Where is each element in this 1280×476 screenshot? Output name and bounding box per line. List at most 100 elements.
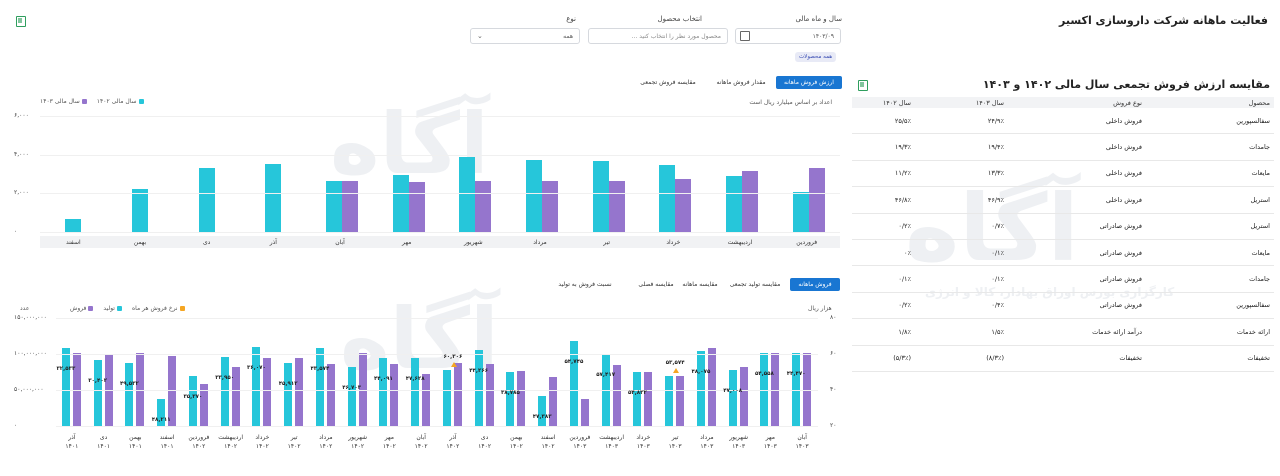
table-cell: ۱/۵٪ bbox=[915, 318, 1008, 346]
x-tick-label: اردیبهشت ۱۴۰۲ bbox=[218, 434, 243, 450]
bar-production bbox=[315, 348, 324, 426]
tab-cumulative-production[interactable]: مقایسه تولید تجمعی bbox=[729, 281, 781, 288]
bar-sales bbox=[549, 377, 558, 426]
bar-sales bbox=[707, 348, 716, 426]
tab-seasonal-comparison[interactable]: مقایسه فصلی bbox=[638, 281, 674, 288]
calendar-icon[interactable] bbox=[740, 31, 750, 41]
tab-cumulative-sales-comparison[interactable]: مقایسه فروش تجمعی bbox=[640, 79, 696, 86]
bar-data-label: ۴۴,۲۶۶ bbox=[469, 368, 489, 375]
sales-comparison-table: محصول نوع فروش سال ۱۴۰۳ سال ۱۴۰۲ سفالسپو… bbox=[852, 97, 1274, 372]
table-cell: استریل bbox=[1146, 213, 1274, 240]
gridline bbox=[40, 154, 840, 156]
table-row: ارائه خدمات درآمد ارائه خدمات ۱/۵٪ ۱/۸٪ bbox=[852, 318, 1274, 346]
col-header: سال ۱۴۰۳ bbox=[915, 97, 1008, 108]
x-tick-label: بهمن bbox=[133, 239, 147, 246]
x-tick-label: تیر ۱۴۰۲ bbox=[287, 434, 301, 450]
legend-item-production: تولید bbox=[103, 305, 122, 312]
tab-monthly-sales[interactable]: فروش ماهانه bbox=[790, 278, 840, 291]
y-tick-label-left: ۱۰۰,۰۰۰,۰۰۰ bbox=[14, 350, 47, 357]
table-cell: ۱/۸٪ bbox=[852, 318, 915, 346]
bar-sales bbox=[72, 352, 81, 426]
right-axis-unit: هزار ریال bbox=[808, 305, 832, 312]
gridline bbox=[56, 390, 818, 391]
table-cell: ۰/۲٪ bbox=[852, 213, 915, 240]
bar-sales bbox=[136, 352, 145, 426]
x-tick-label: فروردین bbox=[796, 239, 818, 246]
x-tick-label: آذر ۱۴۰۲ bbox=[446, 434, 460, 450]
tab-monthly-comparison[interactable]: مقایسه ماهانه bbox=[682, 281, 718, 288]
bar-1402 bbox=[526, 159, 542, 232]
table-cell: جامدات bbox=[1146, 265, 1274, 293]
table-title: مقایسه ارزش فروش تجمعی سال مالی ۱۴۰۲ و ۱… bbox=[982, 78, 1270, 91]
tab-sales-to-production-ratio[interactable]: نسبت فروش به تولید bbox=[558, 281, 612, 288]
x-tick-label: مرداد bbox=[533, 239, 547, 246]
table-header-row: محصول نوع فروش سال ۱۴۰۳ سال ۱۴۰۲ bbox=[852, 97, 1274, 108]
top-chart-legend: سال مالی ۱۴۰۲ سال مالی ۱۴۰۳ bbox=[40, 98, 144, 105]
product-select[interactable]: محصول مورد نظر را انتخاب کنید ... bbox=[588, 28, 728, 44]
table-cell: استریل bbox=[1146, 186, 1274, 214]
x-tick-label: اسفند bbox=[65, 239, 81, 246]
bar-1402 bbox=[659, 165, 676, 232]
bar-data-label: ۳۵,۳۷۰ bbox=[183, 393, 203, 400]
chevron-down-icon: ⌄ bbox=[477, 32, 483, 40]
bar-data-label: ۴۴,۰۹۱ bbox=[373, 376, 393, 383]
bar-sales bbox=[231, 366, 240, 426]
table-row: استریل فروش صادراتی ۰/۷٪ ۰/۲٪ bbox=[852, 213, 1274, 240]
y-tick-label-right: ۴۰ bbox=[830, 386, 837, 393]
bar-1402 bbox=[726, 175, 742, 232]
y-tick-label: ۶,۰۰۰ bbox=[14, 112, 29, 119]
x-tick-label: خرداد ۱۴۰۳ bbox=[636, 434, 651, 450]
bar-sales bbox=[422, 374, 431, 426]
bar-sales bbox=[644, 372, 653, 426]
table-cell: ۰/۲٪ bbox=[852, 292, 915, 320]
x-tick-label: اردیبهشت ۱۴۰۳ bbox=[599, 434, 624, 450]
gridline bbox=[40, 116, 840, 117]
table-cell: ۰/۱٪ bbox=[852, 265, 915, 293]
bar-production bbox=[125, 362, 134, 426]
type-label: نوع bbox=[566, 15, 576, 23]
type-select[interactable]: همه ⌄ bbox=[470, 28, 580, 44]
tab-monthly-sales-value[interactable]: ارزش فروش ماهانه bbox=[776, 76, 842, 89]
bar-sales bbox=[676, 375, 685, 426]
bar-sales bbox=[517, 370, 526, 426]
bar-production bbox=[284, 362, 293, 426]
y-tick-label: ۲,۰۰۰ bbox=[14, 189, 29, 197]
bar-1402 bbox=[65, 219, 82, 232]
bar-data-label: ۵۴,۸۲۲ bbox=[627, 390, 647, 396]
table-cell: درآمد ارائه خدمات bbox=[1008, 318, 1146, 346]
tab-monthly-sales-quantity[interactable]: مقدار فروش ماهانه bbox=[716, 79, 766, 86]
bar-1403 bbox=[608, 180, 625, 232]
gridline bbox=[40, 232, 840, 233]
table-cell: فروش صادراتی bbox=[1008, 239, 1146, 267]
table-cell: ۱۱/۲٪ bbox=[852, 160, 915, 188]
bar-production bbox=[506, 372, 515, 426]
x-tick-label: آبان ۱۴۰۲ bbox=[414, 434, 428, 450]
table-cell: ۱۹/۴٪ bbox=[915, 133, 1008, 161]
bar-data-label: ۵۴,۷۴۵ bbox=[564, 359, 584, 366]
table-cell: ۰٪ bbox=[852, 239, 915, 267]
table-cell: سفالسپورین bbox=[1146, 108, 1274, 135]
year-month-field[interactable]: ۱۴۰۳/۰۹ bbox=[735, 28, 841, 44]
bar-production bbox=[728, 369, 737, 426]
product-placeholder: محصول مورد نظر را انتخاب کنید ... bbox=[631, 32, 721, 40]
y-tick-label-left: ۱۵۰,۰۰۰,۰۰۰ bbox=[14, 314, 47, 321]
table-cell: ۰/۱٪ bbox=[915, 239, 1008, 267]
table-row: مایعات فروش صادراتی ۰/۱٪ ۰٪ bbox=[852, 239, 1274, 267]
y-tick-label-left: ۵۰,۰۰۰,۰۰۰ bbox=[14, 386, 44, 393]
excel-export-icon[interactable] bbox=[858, 80, 868, 91]
top-chart-x-band bbox=[40, 236, 840, 248]
excel-export-icon[interactable] bbox=[16, 16, 26, 27]
legend-swatch bbox=[81, 99, 87, 104]
bar-sales bbox=[771, 352, 780, 426]
bar-1403 bbox=[808, 168, 825, 232]
table-cell: فروش داخلی bbox=[1008, 160, 1146, 188]
y-tick-label: ۰ bbox=[14, 228, 18, 235]
type-value: همه bbox=[563, 32, 573, 40]
bar-sales bbox=[295, 357, 304, 426]
table-cell: فروش صادراتی bbox=[1008, 213, 1146, 240]
x-tick-label: تیر bbox=[603, 239, 611, 246]
legend-swatch bbox=[138, 99, 144, 104]
all-products-chip[interactable]: همه محصولات bbox=[795, 52, 837, 62]
bar-sales bbox=[580, 399, 589, 426]
x-tick-label: مهر ۱۴۰۳ bbox=[763, 434, 777, 450]
